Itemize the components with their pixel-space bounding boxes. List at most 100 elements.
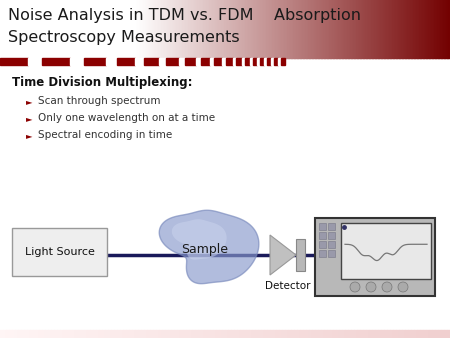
Bar [54,330,57,338]
Bar [45,0,47,58]
Bar [435,330,438,338]
Bar [343,0,346,58]
Bar [378,330,381,338]
Bar [143,0,144,58]
Bar [356,0,357,58]
Bar [141,330,144,338]
Bar [78,330,81,338]
Bar [33,0,35,58]
Bar [3,330,6,338]
Bar [352,0,355,58]
Bar [338,0,339,58]
Text: Spectroscopy Measurements: Spectroscopy Measurements [8,30,239,45]
Bar [414,330,417,338]
Bar [32,0,33,58]
Bar [274,0,276,58]
Bar [12,330,15,338]
Bar [381,0,383,58]
Bar [285,330,288,338]
Bar [345,0,347,58]
Bar [213,330,216,338]
Bar [37,0,40,58]
Bar [140,0,141,58]
Bar [333,330,336,338]
Bar [132,330,135,338]
Bar [374,0,375,58]
Bar [177,330,180,338]
Bar [207,0,209,58]
Bar [186,0,188,58]
Text: Noise Analysis in TDM vs. FDM    Absorption: Noise Analysis in TDM vs. FDM Absorption [8,8,361,23]
Bar [264,0,266,58]
Bar [185,58,196,65]
Bar [15,0,17,58]
Bar [106,58,117,65]
Bar [339,330,342,338]
Bar [176,0,177,58]
Bar [296,0,297,58]
Bar [336,0,338,58]
Circle shape [382,282,392,292]
Bar [66,0,68,58]
Bar [320,0,321,58]
Bar [314,0,315,58]
Bar [165,0,167,58]
Text: ►: ► [26,131,32,140]
Bar [382,0,384,58]
Bar [330,330,333,338]
Bar [68,0,69,58]
Bar [9,330,12,338]
Bar [261,330,264,338]
Bar [426,0,428,58]
Bar [219,330,222,338]
Bar [400,0,402,58]
Text: Scan through spectrum: Scan through spectrum [38,96,161,106]
Bar [228,0,230,58]
Bar [0,330,3,338]
Bar [234,0,236,58]
Bar [129,0,131,58]
Bar [114,330,117,338]
Bar [90,0,92,58]
Bar [390,0,392,58]
Bar [129,330,132,338]
Bar [72,330,75,338]
Bar [432,0,434,58]
Bar [341,223,431,279]
Bar [404,0,405,58]
Bar [274,58,278,65]
Bar [281,58,285,65]
Bar [280,0,283,58]
Bar [75,0,77,58]
Text: ►: ► [26,97,32,106]
Bar [114,0,116,58]
Bar [429,330,432,338]
Bar [260,0,261,58]
Bar [267,330,270,338]
Bar [294,330,297,338]
Bar [408,0,410,58]
Bar [441,0,443,58]
Bar [48,330,51,338]
Bar [216,330,219,338]
Bar [84,0,86,58]
Bar [402,0,404,58]
Bar [154,0,157,58]
Bar [102,0,104,58]
Bar [282,0,284,58]
Bar [192,330,195,338]
Bar [237,0,239,58]
Bar [132,0,134,58]
Bar [174,330,177,338]
Bar [363,0,365,58]
Bar [145,0,148,58]
Bar [253,58,257,65]
Bar [26,0,27,58]
Bar [27,0,29,58]
Bar [279,0,281,58]
Bar [413,0,414,58]
Bar [242,58,245,65]
Bar [418,0,420,58]
Bar [166,58,179,65]
Bar [147,330,150,338]
